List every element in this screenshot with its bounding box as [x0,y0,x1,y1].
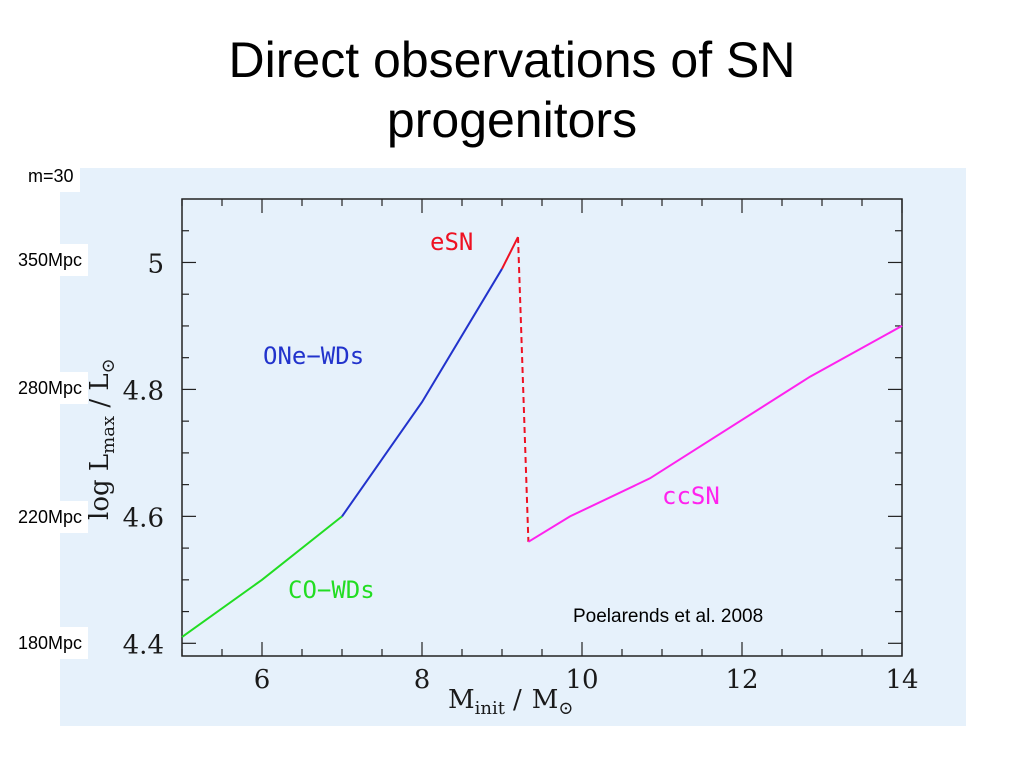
series-line-transition-3 [517,237,530,542]
side-label-350mpc: 350Mpc [12,244,89,276]
side-label-280mpc: 280Mpc [12,372,89,404]
x-axis-label-subscript: init [475,698,506,719]
series-label-one-wds: ONe−WDs [263,342,364,370]
axis-ticks: 6 8 10 12 14 4.4 4.6 4.8 5 [123,199,919,695]
y-axis-label: log Lmax / L⊙ [85,358,119,520]
slide-title: Direct observations of SN progenitors [0,30,1024,150]
figure-background [60,168,966,726]
y-tick-label: 4.6 [123,503,164,533]
series-label-co-wds: CO−WDs [288,576,375,604]
title-line-1: Direct observations of SN [228,32,796,88]
svg-text:log Lmax / L⊙: log Lmax / L⊙ [85,358,119,520]
side-label-220mpc: 220Mpc [12,501,89,533]
x-tick-label: 10 [565,665,598,695]
y-tick-label: 5 [147,249,164,279]
series-line-esn [501,236,519,270]
title-line-2: progenitors [386,92,638,148]
x-tick-label: 8 [414,665,431,695]
x-tick-label: 14 [885,665,918,695]
series-label-esn: eSN [430,228,473,256]
series-line-ccsn [527,325,903,543]
series-line-co-wds [181,515,343,638]
series-line-one-wds [341,268,503,517]
citation: Poelarends et al. 2008 [573,606,764,627]
y-tick-label: 4.8 [123,376,164,406]
y-tick-label: 4.4 [123,630,164,660]
x-tick-label: 6 [254,665,271,695]
side-label-180mpc: 180Mpc [12,627,89,659]
side-label-m30: m=30 [22,160,80,192]
x-tick-label: 12 [725,665,758,695]
series-lines [181,236,903,638]
series-label-ccsn: ccSN [662,482,720,510]
svg-text:Minit/M⊙: Minit / M⊙ [448,685,573,719]
x-axis-label: Minit / M⊙ [448,685,573,719]
